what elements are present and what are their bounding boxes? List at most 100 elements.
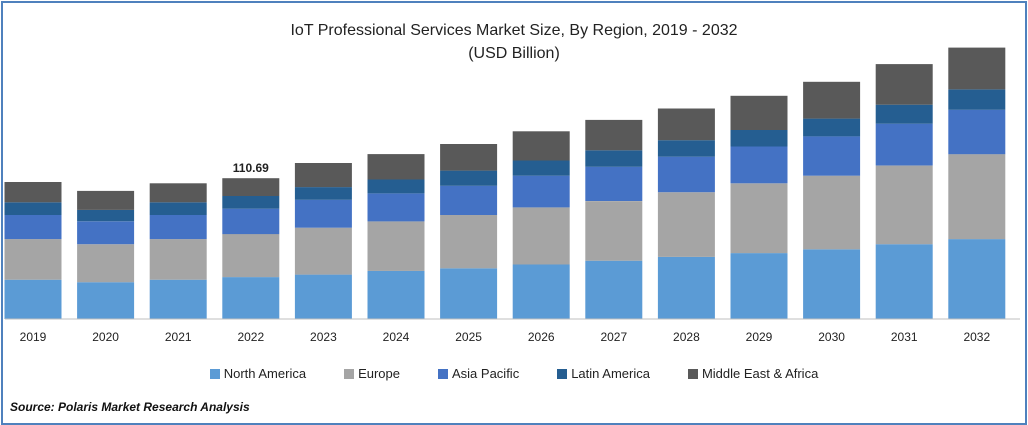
bar-2024-europe [367, 221, 425, 271]
legend-label: Europe [358, 366, 400, 381]
x-tick-2025: 2025 [455, 330, 482, 344]
x-tick-2026: 2026 [528, 330, 555, 344]
legend-swatch [438, 368, 448, 379]
x-tick-2021: 2021 [165, 330, 192, 344]
bar-2027-north-america [585, 260, 643, 319]
bar-2020-north-america [77, 282, 135, 319]
bar-2023-asia-pacific [294, 199, 352, 228]
bar-2026-latin-america [512, 160, 570, 176]
x-tick-2022: 2022 [237, 330, 264, 344]
bar-2032-asia-pacific [948, 109, 1006, 155]
legend-item-middle-east-africa: Middle East & Africa [687, 366, 819, 381]
bar-2025-asia-pacific [440, 185, 498, 215]
bar-2021-middle-east-africa [149, 183, 207, 203]
bar-2027-middle-east-africa [585, 119, 643, 151]
legend-item-latin-america: Latin America [557, 366, 650, 381]
legend: North America Europe Asia Pacific Latin Ame… [0, 366, 1028, 381]
bar-2020-europe [77, 244, 135, 283]
x-tick-2030: 2030 [818, 330, 845, 344]
bar-2029-north-america [730, 253, 788, 319]
bar-2022-latin-america [222, 196, 280, 209]
x-tick-2032: 2032 [963, 330, 990, 344]
legend-item-asia-pacific: Asia Pacific [438, 366, 519, 381]
bar-2025-middle-east-africa [440, 144, 498, 171]
bar-2025-north-america [440, 268, 498, 319]
bar-2027-asia-pacific [585, 166, 643, 201]
bar-2030-north-america [803, 249, 861, 320]
bar-2026-middle-east-africa [512, 131, 570, 161]
legend-label: North America [223, 366, 307, 381]
legend-label: Middle East & Africa [701, 366, 819, 381]
data-labels: 110.69 [233, 161, 269, 175]
bar-2032-middle-east-africa [948, 47, 1006, 90]
bar-2030-asia-pacific [803, 136, 861, 176]
bar-2022-middle-east-africa [222, 178, 280, 196]
chart-title: IoT Professional Services Market Size, B… [290, 22, 738, 39]
bar-2031-europe [875, 165, 933, 245]
bars-group [4, 47, 1006, 320]
bar-2031-latin-america [875, 104, 933, 124]
bar-2022-north-america [222, 277, 280, 319]
data-label-2022: 110.69 [233, 161, 269, 175]
bar-2020-asia-pacific [77, 221, 135, 245]
x-tick-labels: 2019 2020 2021 2022 2023 2024 2025 2026 2027 2028… [20, 330, 991, 344]
legend-swatch [209, 368, 220, 379]
source-note: Source: Polaris Market Research Analysis [10, 400, 250, 414]
legend-item-north-america: North America [209, 366, 307, 381]
bar-2023-latin-america [294, 187, 352, 200]
legend-swatch [557, 368, 568, 379]
bar-2021-europe [149, 239, 207, 280]
legend-label: Asia Pacific [452, 366, 520, 381]
legend-swatch [687, 368, 698, 379]
legend-swatch [344, 368, 355, 379]
bar-2022-asia-pacific [222, 208, 280, 235]
x-tick-2031: 2031 [891, 330, 918, 344]
bar-2019-asia-pacific [4, 215, 62, 240]
bar-2021-latin-america [149, 202, 207, 215]
bar-2026-asia-pacific [512, 175, 570, 208]
bar-2023-middle-east-africa [294, 163, 352, 188]
bar-2024-middle-east-africa [367, 154, 425, 180]
bar-2019-latin-america [4, 202, 62, 215]
bar-2019-middle-east-africa [4, 182, 62, 203]
bar-2031-north-america [875, 244, 933, 319]
chart-subtitle: (USD Billion) [468, 45, 560, 62]
x-tick-2020: 2020 [92, 330, 119, 344]
legend-item-europe: Europe [344, 366, 400, 381]
legend-label: Latin America [571, 366, 650, 381]
bar-2026-europe [512, 207, 570, 265]
bar-2029-asia-pacific [730, 146, 788, 184]
bar-2032-north-america [948, 239, 1006, 319]
x-tick-2019: 2019 [20, 330, 47, 344]
bar-2030-europe [803, 175, 861, 250]
x-tick-2024: 2024 [383, 330, 410, 344]
bar-2029-latin-america [730, 130, 788, 147]
bar-2025-europe [440, 215, 498, 269]
bar-2027-europe [585, 201, 643, 261]
bar-2021-north-america [149, 279, 207, 319]
x-tick-2029: 2029 [746, 330, 773, 344]
bar-2030-latin-america [803, 118, 861, 137]
x-tick-2023: 2023 [310, 330, 337, 344]
bar-2029-europe [730, 183, 788, 254]
bar-2030-middle-east-africa [803, 81, 861, 119]
bar-2028-latin-america [657, 140, 715, 157]
bar-2019-north-america [4, 279, 62, 319]
bar-2032-europe [948, 154, 1006, 240]
bar-2032-latin-america [948, 89, 1006, 110]
x-tick-2027: 2027 [600, 330, 627, 344]
bar-2019-europe [4, 239, 62, 280]
bar-2023-europe [294, 227, 352, 275]
bar-2024-latin-america [367, 179, 425, 194]
bar-2028-north-america [657, 256, 715, 319]
bar-2027-latin-america [585, 150, 643, 167]
bar-2024-north-america [367, 270, 425, 319]
bar-2021-asia-pacific [149, 215, 207, 240]
bar-2026-north-america [512, 264, 570, 319]
bar-2031-asia-pacific [875, 123, 933, 166]
x-tick-2028: 2028 [673, 330, 700, 344]
bar-2028-middle-east-africa [657, 108, 715, 141]
bar-2023-north-america [294, 274, 352, 319]
bar-2022-europe [222, 234, 280, 278]
